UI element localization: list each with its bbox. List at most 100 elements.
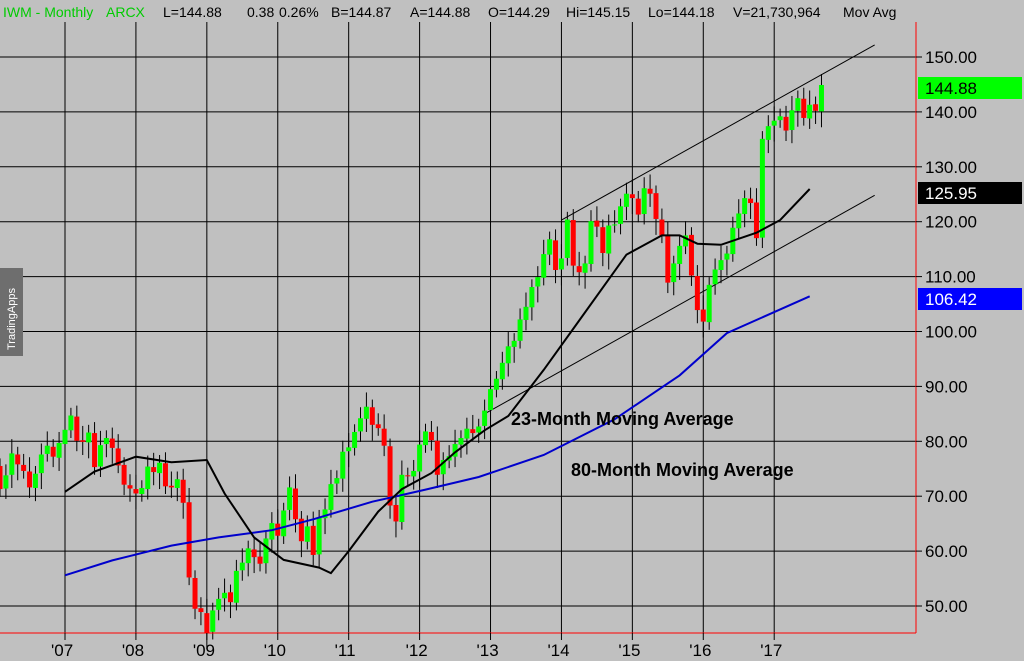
candle-body <box>570 220 576 266</box>
candle-body <box>505 346 511 364</box>
high-value: Hi=145.15 <box>566 4 630 20</box>
price-tick-label: 140.00 <box>925 103 977 122</box>
candle-body <box>470 429 476 434</box>
candle-body <box>222 592 228 599</box>
candle-body <box>553 240 559 271</box>
candle-body <box>369 407 375 425</box>
candlestick-series <box>0 74 824 649</box>
candle-body <box>68 415 74 431</box>
candle-body <box>109 438 115 448</box>
candle-body <box>0 466 3 490</box>
candle-body <box>74 416 80 441</box>
candle-body <box>192 578 198 609</box>
price-tick-label: 150.00 <box>925 48 977 67</box>
ma23-price-tag-bg <box>918 182 1022 204</box>
quote-header-text: IWM - Monthly ARCX L=144.88 0.38 0.26% B… <box>3 4 896 20</box>
candle-body <box>115 448 121 466</box>
candle-body <box>576 266 582 273</box>
candle-body <box>594 220 600 227</box>
candle-body <box>488 389 494 411</box>
candle-body <box>688 234 694 276</box>
candle-body <box>789 110 795 131</box>
ma23-line <box>64 188 811 575</box>
candle-body <box>15 454 21 465</box>
candle-body <box>227 592 233 603</box>
candle-body <box>801 98 807 118</box>
candle-body <box>32 473 38 488</box>
candle-body <box>80 440 86 442</box>
candle-body <box>210 610 216 632</box>
candle-body <box>328 484 334 510</box>
candle-body <box>641 188 647 215</box>
candle-body <box>659 219 665 236</box>
time-tick-label: '11 <box>335 641 356 660</box>
candle-body <box>765 126 771 140</box>
price-tick-label: 90.00 <box>925 377 968 396</box>
time-tick-label: '16 <box>689 641 711 660</box>
candle-body <box>618 206 624 224</box>
candle-body <box>157 462 163 474</box>
candle-body <box>245 548 251 564</box>
candle-body <box>127 485 133 489</box>
candle-body <box>464 428 470 439</box>
candle-body <box>352 431 358 448</box>
price-axis[interactable] <box>916 22 1024 661</box>
ma23-price-tag: 125.95 <box>918 182 1022 204</box>
candle-body <box>405 475 411 477</box>
study-label: Mov Avg <box>843 4 896 20</box>
candle-body <box>564 219 570 258</box>
candle-body <box>92 433 98 468</box>
candle-body <box>807 104 813 119</box>
watermark-label: TradingApps <box>6 288 18 350</box>
annotation-ma80: 80-Month Moving Average <box>571 460 794 480</box>
candle-body <box>558 258 564 270</box>
last-value: L=144.88 <box>163 4 222 20</box>
time-tick-label: '13 <box>477 641 499 660</box>
candle-body <box>623 193 629 207</box>
watermark-bg <box>0 268 23 356</box>
candle-body <box>653 193 659 219</box>
candle-body <box>27 471 33 488</box>
candle-body <box>287 487 293 510</box>
time-tick-label: '17 <box>760 641 782 660</box>
time-tick-label: '10 <box>264 641 286 660</box>
candle-body <box>381 428 387 446</box>
price-tick-label: 110.00 <box>925 268 976 287</box>
candle-body <box>3 475 9 489</box>
candle-body <box>275 523 281 536</box>
candle-body <box>742 198 748 215</box>
ma80-line <box>64 295 811 577</box>
candle-body <box>233 570 239 603</box>
price-tick-label: 70.00 <box>925 487 968 506</box>
candle-body <box>753 202 759 239</box>
candle-body <box>606 225 612 254</box>
candle-body <box>582 263 588 273</box>
time-tick-label: '09 <box>193 641 215 660</box>
candle-body <box>771 120 777 126</box>
candle-body <box>417 444 423 472</box>
candle-body <box>759 138 765 238</box>
candle-body <box>298 518 304 542</box>
candle-body <box>263 538 269 564</box>
candle-body <box>783 116 789 131</box>
candle-body <box>665 235 671 283</box>
candle-body <box>434 440 440 475</box>
trend-channel <box>484 44 875 415</box>
candle-body <box>204 613 210 633</box>
candle-body <box>724 253 730 260</box>
candle-body <box>529 287 535 308</box>
candle-body <box>535 277 541 287</box>
candle-body <box>358 418 363 432</box>
channel-upper-line <box>561 44 875 221</box>
candle-body <box>121 464 127 485</box>
candle-body <box>168 485 174 488</box>
annotation-ma23: 23-Month Moving Average <box>511 409 734 429</box>
candle-body <box>700 309 706 322</box>
candle-body <box>139 487 145 495</box>
candle-body <box>411 470 417 477</box>
volume-value: V=21,730,964 <box>733 4 821 20</box>
candle-body <box>493 378 499 390</box>
change-pct-value: 0.26% <box>279 4 319 20</box>
candle-body <box>547 239 553 255</box>
